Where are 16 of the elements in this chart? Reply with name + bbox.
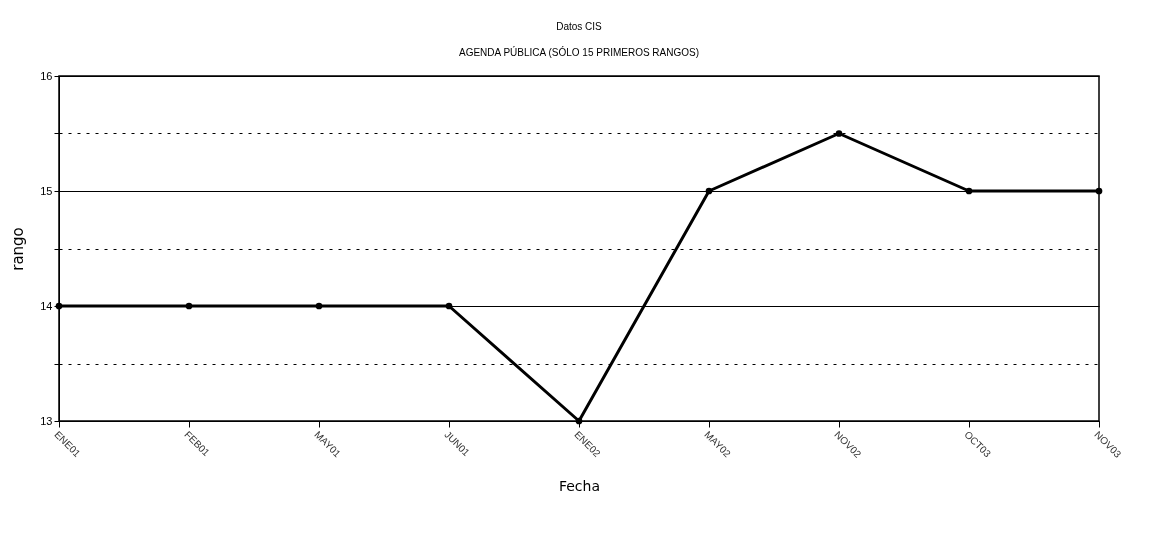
chart-title: Datos CIS	[556, 21, 603, 32]
point	[575, 417, 583, 425]
point	[315, 302, 323, 310]
point	[445, 302, 453, 310]
y-axis-title: rango	[9, 227, 28, 271]
x-axis-title: Fecha	[558, 477, 601, 494]
point	[1095, 187, 1103, 195]
chart-subtitle: AGENDA PÚBLICA (SÓLO 15 PRIMEROS RANGOS)	[458, 46, 700, 58]
y-tick-label: 16	[40, 69, 53, 82]
point	[185, 302, 193, 310]
y-tick-label: 15	[40, 184, 53, 197]
y-tick-label: 14	[40, 299, 53, 312]
point	[965, 187, 973, 195]
y-tick-label: 13	[40, 414, 53, 427]
point	[835, 130, 843, 137]
point	[705, 187, 713, 195]
